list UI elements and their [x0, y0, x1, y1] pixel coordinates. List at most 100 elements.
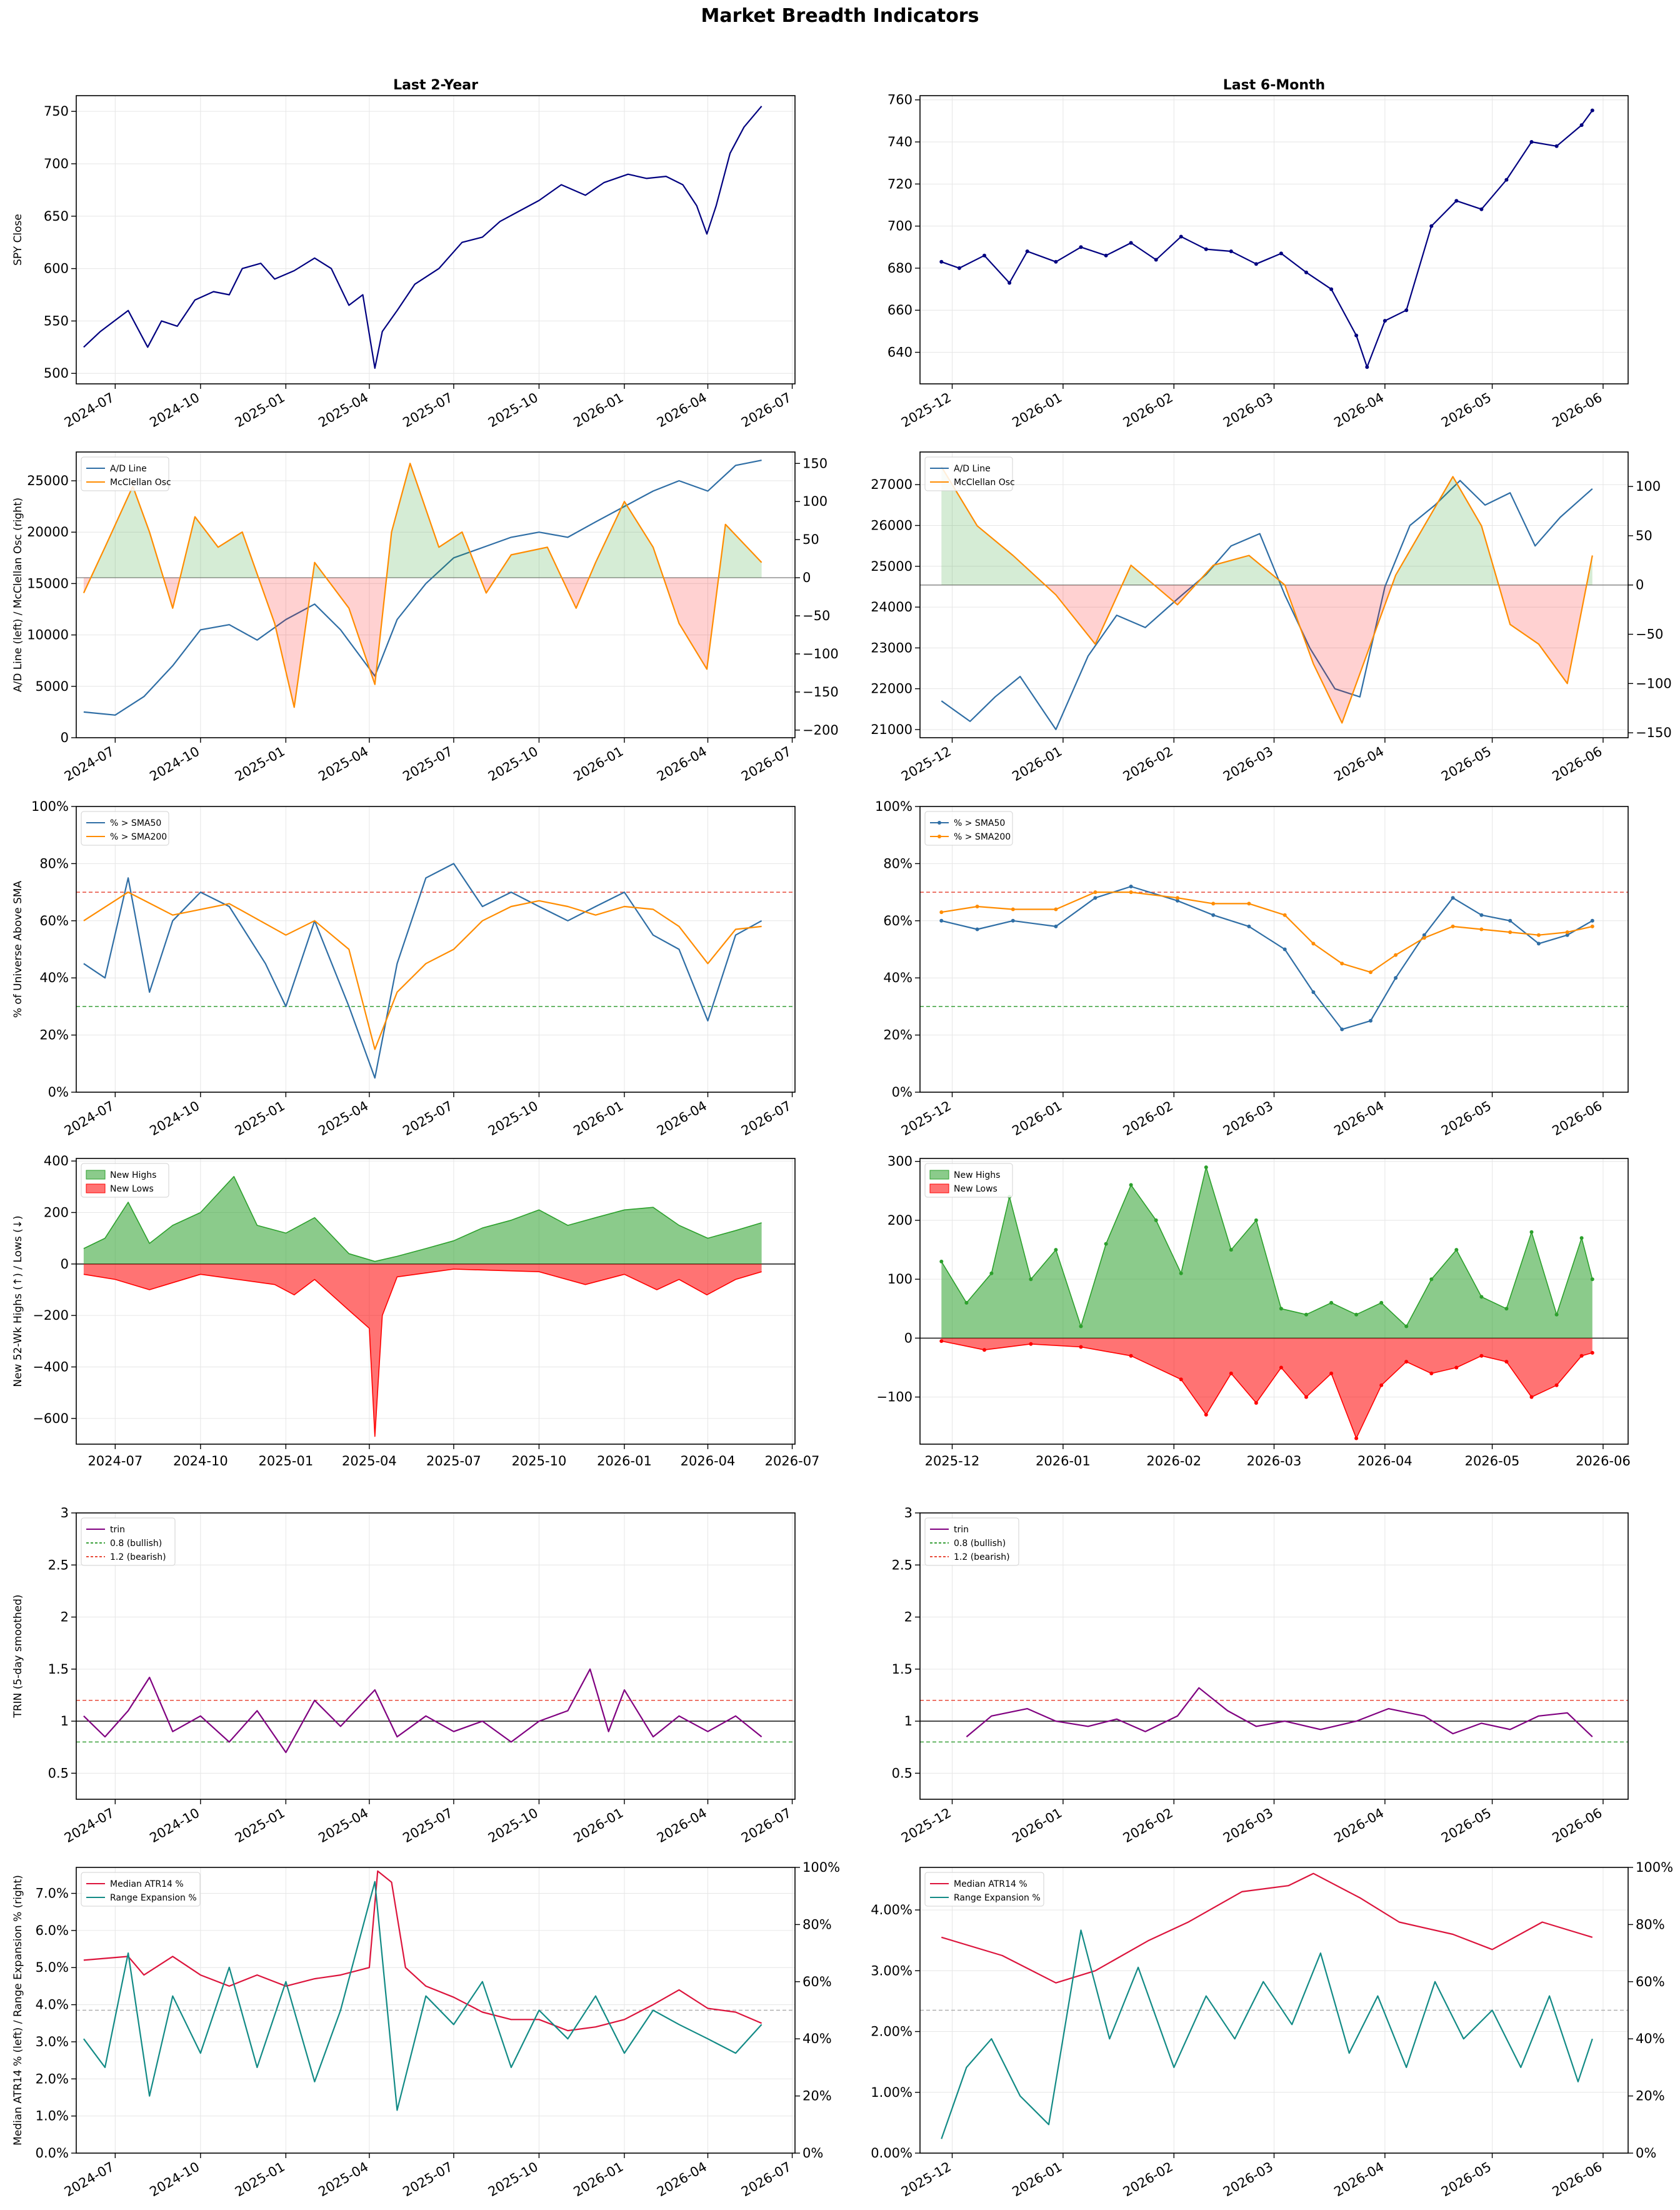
x-tick-label: 2026-05: [1439, 390, 1494, 431]
x-tick-label: 2025-04: [316, 1806, 371, 1846]
x-tick-label: 2025-07: [426, 1454, 481, 1469]
x-tick-label: 2026-02: [1121, 2159, 1176, 2200]
x-tick-label: 2026-02: [1121, 1098, 1176, 1139]
y-tick-label: 25000: [871, 559, 912, 574]
legend-label: Range Expansion %: [954, 1893, 1041, 1903]
series--sma50-marker: [1247, 924, 1251, 928]
series-line-marker: [1179, 234, 1183, 239]
y-tick-label: 0.5: [892, 1765, 912, 1781]
x-tick-label: 2024-10: [147, 1098, 202, 1139]
x-tick-label: 2026-01: [1009, 1098, 1064, 1139]
series--sma200-marker: [975, 905, 979, 908]
y-tick-label: 0: [904, 1330, 912, 1345]
series-line-marker: [1454, 199, 1459, 203]
y-tick-label: 550: [44, 313, 69, 328]
series--sma50-marker: [1565, 933, 1569, 937]
y2-tick-label: 100: [1636, 479, 1661, 494]
y-tick-label: 700: [888, 219, 912, 234]
series-line: [83, 106, 762, 369]
series-new-highs-marker: [939, 1259, 944, 1263]
x-tick-label: 2026-04: [654, 2159, 709, 2200]
legend-label: New Lows: [110, 1184, 154, 1194]
y2-tick-label: 0%: [802, 2146, 823, 2161]
series-new-highs-marker: [1329, 1300, 1334, 1305]
y2-tick-label: −100: [802, 646, 839, 661]
y-tick-label: 200: [44, 1205, 69, 1220]
x-tick-label: 2026-01: [1009, 1806, 1064, 1846]
y-tick-label: 22000: [871, 681, 912, 696]
x-tick-label: 2026-07: [739, 2159, 794, 2200]
x-tick-label: 2025-10: [486, 2159, 541, 2200]
series-new-lows-marker: [1279, 1365, 1283, 1370]
legend-marker: [938, 835, 941, 838]
y2-tick-label: 20%: [802, 2089, 832, 2104]
series-new-highs-marker: [1404, 1324, 1409, 1329]
y-tick-label: 2.0%: [36, 2071, 69, 2086]
y-tick-label: 10000: [27, 628, 69, 643]
series-new-highs-marker: [1254, 1218, 1258, 1222]
series-line-marker: [982, 253, 986, 258]
series-new-highs-fill: [941, 1167, 1592, 1339]
y-tick-label: 3.00%: [871, 1963, 912, 1978]
legend-box: [81, 1872, 201, 1907]
legend-label: A/D Line: [110, 464, 147, 474]
x-tick-label: 2026-06: [1549, 390, 1604, 431]
y-tick-label: 750: [44, 104, 69, 119]
y-tick-label: 400: [44, 1153, 69, 1168]
x-tick-label: 2026-02: [1146, 1454, 1201, 1469]
series--sma50-marker: [1394, 976, 1398, 980]
legend-label: % > SMA50: [954, 818, 1005, 828]
series-group: [83, 1870, 762, 2111]
series-new-lows-marker: [1079, 1345, 1083, 1349]
series-line-marker: [1104, 253, 1108, 258]
series-group: [941, 466, 1593, 730]
series-new-highs-marker: [1579, 1236, 1584, 1240]
series--sma50-marker: [939, 918, 944, 923]
x-tick-label: 2026-03: [1247, 1454, 1302, 1469]
y-tick-label: −600: [32, 1411, 69, 1426]
y-tick-label: 4.00%: [871, 1902, 912, 1917]
y-tick-label: 640: [888, 345, 912, 360]
y-tick-label: 2.5: [892, 1557, 912, 1572]
series--sma50-marker: [1422, 933, 1426, 937]
x-tick-label: 2025-07: [400, 390, 455, 431]
x-tick-label: 2024-10: [147, 744, 202, 785]
series-new-lows-marker: [1479, 1354, 1484, 1358]
series--sma50: [941, 885, 1593, 1030]
panel-highs_lows-2y: 2024-07 2024-10 2025-01 2025-04 2025-07 2025-…: [12, 1153, 819, 1469]
legend-label: % > SMA200: [954, 832, 1011, 842]
y-tick-label: 20%: [883, 1028, 912, 1043]
series-line-marker: [1479, 207, 1484, 211]
series-mcclellan-osc: [941, 466, 1593, 724]
y-tick-label: 20%: [39, 1028, 69, 1043]
y-tick-label: 0: [61, 1257, 69, 1272]
series--sma50: [83, 863, 762, 1079]
series-new-highs-marker: [1079, 1324, 1083, 1329]
series-new-lows-marker: [1579, 1354, 1584, 1358]
series-range-expansion-: [941, 1929, 1593, 2139]
series-new-highs-marker: [1154, 1218, 1158, 1222]
series-new-lows-marker: [1529, 1395, 1534, 1399]
x-tick-label: 2024-07: [62, 2159, 117, 2200]
legend-label: New Highs: [110, 1170, 156, 1180]
y-tick-label: 4.0%: [36, 1997, 69, 2012]
legend-label: Median ATR14 %: [954, 1879, 1028, 1889]
y2-tick-label: 80%: [1636, 1917, 1665, 1932]
y-tick-label: 100%: [875, 799, 912, 814]
series-new-highs-marker: [1054, 1248, 1058, 1252]
x-tick-label: 2026-01: [571, 390, 626, 431]
y2-tick-label: −150: [802, 685, 839, 700]
series--sma50-marker: [1211, 913, 1216, 917]
x-tick-label: 2025-10: [486, 744, 541, 785]
y-tick-label: 60%: [39, 913, 69, 928]
series-mcclellan-osc: [82, 463, 762, 708]
series--sma50-marker: [1508, 918, 1512, 923]
series--sma200-marker: [939, 910, 944, 915]
series--sma200-marker: [1011, 907, 1015, 912]
legend-label: % > SMA200: [110, 832, 167, 842]
legend-swatch: [86, 1183, 106, 1193]
legend-label: trin: [954, 1525, 969, 1535]
y-tick-label: 300: [888, 1154, 912, 1169]
series-new-lows-marker: [1590, 1350, 1594, 1355]
